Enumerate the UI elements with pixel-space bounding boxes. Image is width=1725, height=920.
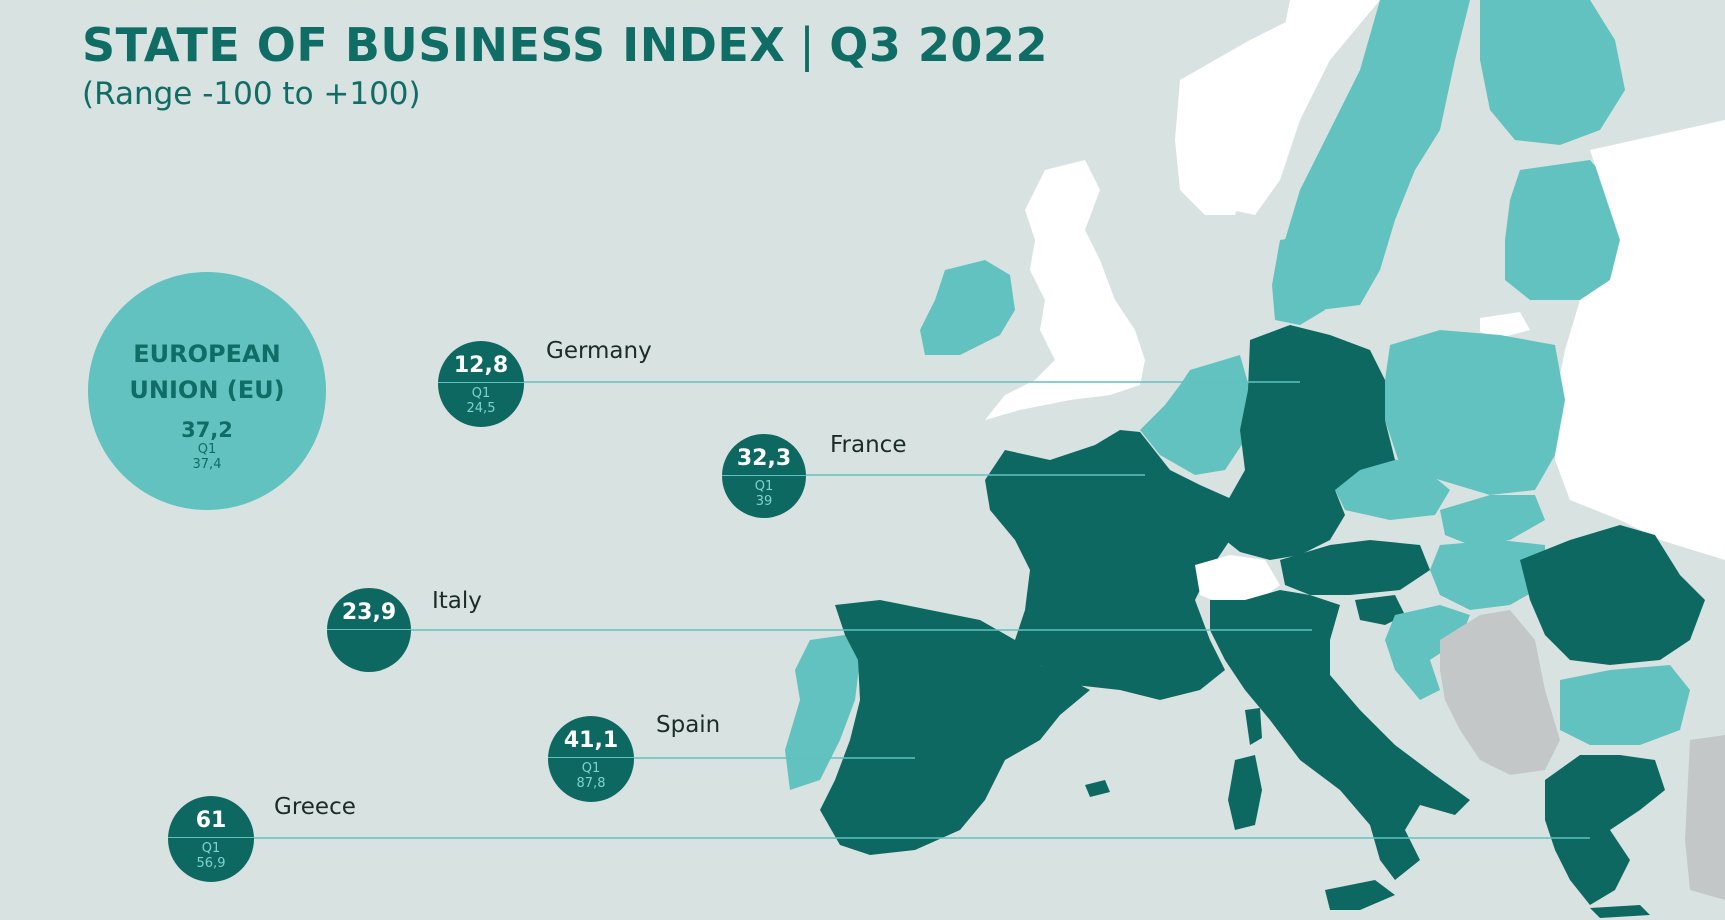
italy-value: 23,9	[341, 600, 397, 625]
region-bulgaria	[1560, 665, 1690, 745]
page-title: STATE OF BUSINESS INDEX | Q3 2022	[82, 18, 1048, 72]
title-separator: |	[799, 18, 816, 72]
spain-label: Spain	[656, 712, 721, 738]
connector-lines	[252, 381, 1590, 839]
region-turkey	[1685, 735, 1725, 900]
eu-name: EUROPEAN UNION (EU)	[88, 336, 326, 408]
region-germany	[1225, 325, 1395, 560]
germany-q1-label: Q1	[471, 386, 491, 401]
eu-name-line2: UNION (EU)	[129, 376, 285, 404]
region-austria	[1280, 540, 1430, 595]
germany-q1-value: 24,5	[466, 401, 496, 416]
france-bubble: 32,3 Q1 39	[722, 434, 806, 518]
region-baltics	[1505, 160, 1620, 300]
region-uk	[985, 160, 1145, 420]
region-croatia	[1385, 605, 1470, 700]
france-divider	[722, 475, 806, 476]
greece-q1-label: Q1	[201, 841, 221, 856]
italy-bubble: 23,9	[327, 588, 411, 672]
region-sicily	[1325, 880, 1395, 910]
region-east-nonEU	[1555, 120, 1725, 560]
germany-bubble: 12,8 Q1 24,5	[438, 341, 524, 427]
germany-value: 12,8	[453, 353, 509, 378]
spain-value: 41,1	[563, 728, 619, 753]
greece-divider	[168, 837, 254, 838]
region-greece	[1545, 755, 1665, 905]
france-label: France	[830, 432, 907, 458]
region-italy	[1210, 590, 1470, 880]
region-switzerland	[1195, 555, 1280, 605]
region-sweden	[1285, 0, 1470, 310]
region-ireland	[920, 260, 1015, 355]
eu-name-line1: EUROPEAN	[133, 340, 281, 368]
eu-bubble: EUROPEAN UNION (EU) 37,2 Q1 37,4	[88, 272, 326, 510]
region-portugal	[785, 635, 860, 790]
eu-q1-value: 37,4	[192, 457, 222, 472]
region-finland	[1480, 0, 1625, 145]
region-denmark	[1272, 235, 1325, 325]
spain-q1-value: 87,8	[576, 776, 606, 791]
region-kaliningrad	[1480, 312, 1530, 338]
eu-q1-label: Q1	[197, 442, 217, 457]
region-slovakia	[1440, 495, 1545, 545]
region-spain	[820, 600, 1090, 855]
germany-label: Germany	[546, 338, 652, 364]
region-balearics	[1085, 780, 1110, 797]
page-subtitle: (Range -100 to +100)	[82, 76, 421, 112]
region-romania	[1520, 525, 1705, 665]
region-corsica	[1245, 708, 1262, 745]
region-norway-west	[1175, 20, 1290, 215]
spain-bubble: 41,1 Q1 87,8	[548, 716, 634, 802]
spain-q1-label: Q1	[581, 761, 601, 776]
region-france	[985, 430, 1245, 700]
region-benelux	[1140, 355, 1250, 475]
eu-value: 37,2	[181, 418, 233, 442]
italy-label: Italy	[432, 588, 482, 614]
region-czechia	[1335, 455, 1450, 520]
title-period: Q3 2022	[829, 18, 1048, 72]
greece-bubble: 61 Q1 56,9	[168, 796, 254, 882]
france-q1-label: Q1	[754, 479, 774, 494]
region-balkans-nonEU	[1440, 610, 1560, 775]
region-poland	[1385, 330, 1565, 495]
region-sardinia	[1228, 755, 1262, 830]
germany-divider	[438, 382, 524, 383]
region-slovenia	[1355, 595, 1405, 625]
region-hungary	[1430, 540, 1545, 610]
greece-q1-value: 56,9	[196, 856, 226, 871]
title-text: STATE OF BUSINESS INDEX	[82, 18, 786, 72]
region-crete	[1590, 905, 1650, 918]
france-value: 32,3	[736, 446, 792, 471]
spain-divider	[548, 757, 634, 758]
france-q1-value: 39	[755, 494, 773, 509]
region-norway	[1232, 0, 1380, 215]
italy-divider	[327, 629, 411, 630]
greece-label: Greece	[274, 794, 356, 820]
greece-value: 61	[195, 808, 227, 833]
